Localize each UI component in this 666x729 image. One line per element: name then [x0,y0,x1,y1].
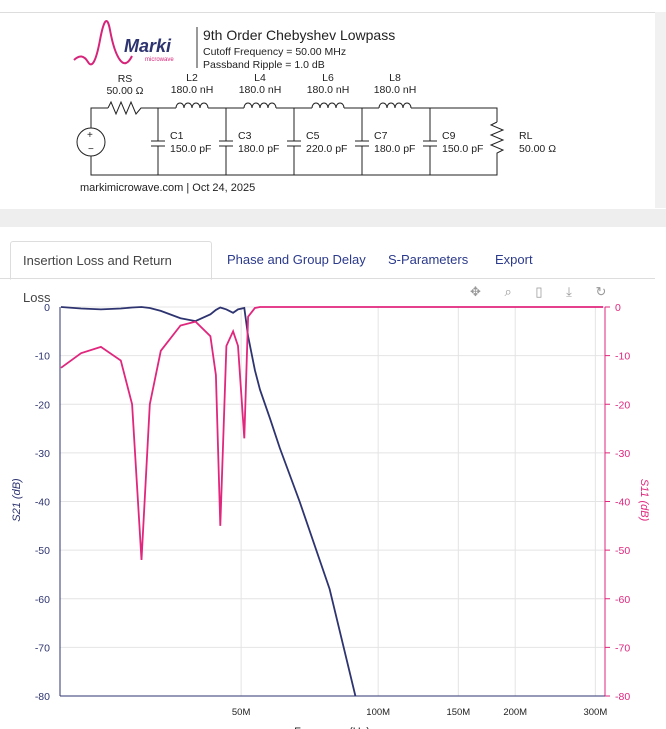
ripple: Passband Ripple = 1.0 dB [203,59,325,71]
component-value: 150.0 pF [170,143,211,155]
component-value: 180.0 nH [374,84,417,96]
y2-tick-label: -40 [615,497,630,509]
component-name: C9 [442,130,456,142]
component-name: C1 [170,130,184,142]
y-tick-label: -80 [35,691,50,703]
y2-tick-label: -30 [615,448,630,460]
y2-tick-label: -70 [615,642,630,654]
x-tick-label: 150M [446,707,470,718]
tab[interactable]: Insertion Loss and Return Loss [10,241,212,305]
y2-tick-label: -50 [615,545,630,557]
y-tick-label: -30 [35,448,50,460]
capacitor [151,108,165,175]
x-tick-label: 100M [366,707,390,718]
component-name: L2 [186,72,198,84]
title: 9th Order Chebyshev Lowpass [203,27,395,43]
tab[interactable]: Phase and Group Delay [227,252,366,267]
x-tick-label: 300M [583,707,607,718]
cutoff: Cutoff Frequency = 50.00 MHz [203,46,346,58]
y2-tick-label: -10 [615,351,630,363]
inductor [311,102,345,109]
inductor [243,102,277,109]
minus: − [88,144,94,155]
inductor [378,102,412,109]
y-tick-label: 0 [44,302,50,314]
capacitor [219,108,233,175]
scrollbar[interactable] [655,12,666,208]
component-value: 150.0 pF [442,143,483,155]
component-value: 50.00 Ω [519,143,556,155]
logo-name: Marki [124,36,172,56]
inductor [175,102,209,109]
component-value: 180.0 pF [238,143,279,155]
component-name: L4 [254,72,266,84]
footer: markimicrowave.com | Oct 24, 2025 [80,182,255,194]
y-tick-label: -60 [35,594,50,606]
y2-tick-label: -60 [615,594,630,606]
component-value: 180.0 nH [307,84,350,96]
tab[interactable]: Export [495,252,533,267]
x-tick-label: 200M [503,707,527,718]
logo-wave [73,20,133,66]
series-line [60,306,604,560]
gap-band [0,209,666,227]
capacitor [423,108,437,175]
y-tick-label: -70 [35,642,50,654]
component-value: 180.0 nH [171,84,214,96]
component-value: 180.0 pF [374,143,415,155]
y2-axis-title: S11 (dB) [638,479,650,522]
plus: + [87,130,93,141]
component-name: C5 [306,130,320,142]
tab-line [0,278,655,279]
y-tick-label: -20 [35,399,50,411]
y-tick-label: -50 [35,545,50,557]
x-tick-label: 50M [232,707,251,718]
component-value: 180.0 nH [239,84,282,96]
capacitor [355,108,369,175]
component-name: RS [118,73,133,85]
capacitor [287,108,301,175]
y2-tick-label: -20 [615,399,630,411]
component-name: L8 [389,72,401,84]
component-name: L6 [322,72,334,84]
series-line [60,306,357,696]
tab[interactable]: S-Parameters [388,252,469,267]
y-axis-title: S21 (dB) [11,478,23,522]
component-name: C3 [238,130,252,142]
component-name: RL [519,130,533,142]
y-tick-label: -40 [35,497,50,509]
logo-sub: microwave [145,57,174,63]
x-axis-title: Frequency (Hz) [294,726,370,729]
component-name: C7 [374,130,388,142]
toolbar[interactable]: ✥ ⌕ ▯ ⤓ ↻ [470,284,617,299]
schematic: Marki microwave 9th Order Chebyshev Lowp… [73,20,556,194]
y2-tick-label: 0 [615,302,621,314]
y-tick-label: -10 [35,351,50,363]
y2-tick-label: -80 [615,691,630,703]
component-value: 50.00 Ω [106,85,143,97]
component-value: 220.0 pF [306,143,347,155]
